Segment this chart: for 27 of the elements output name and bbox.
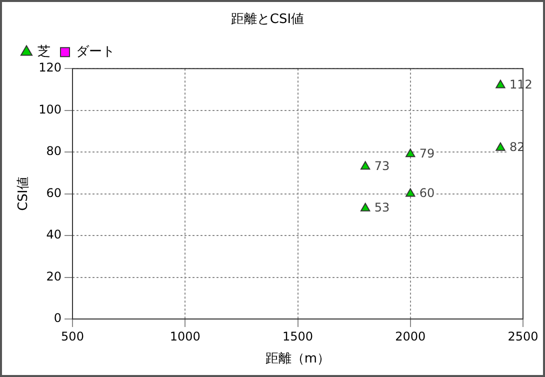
legend-label: 芝 bbox=[38, 44, 50, 60]
point bbox=[496, 142, 506, 151]
point bbox=[406, 148, 416, 158]
point bbox=[496, 80, 506, 88]
y-tick-label: 20 bbox=[46, 269, 62, 284]
y-tick-label: 120 bbox=[38, 60, 62, 75]
x-tick-label: 500 bbox=[61, 329, 84, 344]
point bbox=[360, 161, 370, 170]
x-tick-label: 2000 bbox=[395, 329, 426, 344]
x-tick-label: 1500 bbox=[282, 329, 314, 344]
y-tick-label: 40 bbox=[46, 228, 62, 242]
data-label: 73 bbox=[374, 158, 390, 173]
data-label: 60 bbox=[419, 186, 435, 200]
x-tick-label: 2500 bbox=[508, 329, 538, 344]
x-axis-title: 距離（m） bbox=[265, 352, 330, 367]
y-axis-title: CSI値 bbox=[16, 176, 32, 211]
data-label: 53 bbox=[374, 200, 390, 215]
legend-label: ダート bbox=[76, 44, 115, 60]
data-label: 79 bbox=[419, 146, 435, 160]
y-tick-label: 80 bbox=[46, 144, 62, 158]
y-tick-label: 0 bbox=[54, 311, 62, 326]
x-tick-label: 1000 bbox=[170, 329, 200, 344]
y-tick-label: 100 bbox=[38, 102, 62, 116]
point bbox=[360, 202, 370, 212]
chart-title: 距離とCSI値 bbox=[230, 12, 304, 28]
y-tick-label: 60 bbox=[46, 186, 62, 200]
point bbox=[406, 188, 416, 197]
